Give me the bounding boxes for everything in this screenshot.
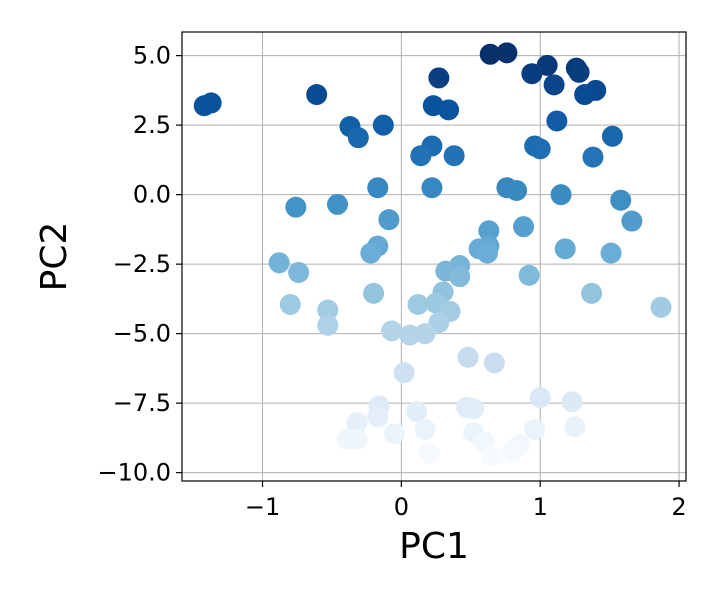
data-point [513,216,535,238]
data-point [521,63,543,85]
data-point [610,189,632,211]
data-point [479,43,501,65]
data-point [406,400,428,422]
data-point [529,387,551,409]
data-point [568,61,590,83]
y-tick-label: −2.5 [113,250,171,278]
x-tick-label: 0 [394,493,409,521]
data-point [481,445,503,467]
data-point [443,145,465,167]
data-point [410,145,432,167]
data-point [421,177,443,199]
y-tick-label: −7.5 [113,389,171,417]
data-point [546,110,568,132]
data-point [346,428,368,450]
data-point [564,416,586,438]
data-point [601,125,623,147]
data-point [550,184,572,206]
y-tick-label: −10.0 [97,459,171,487]
data-point [438,99,460,121]
data-point [543,74,565,96]
data-point [346,412,368,434]
data-point [483,352,505,374]
data-point [561,391,583,413]
data-point [582,146,604,168]
y-axis-label: PC2 [34,222,75,292]
data-point [449,266,471,288]
data-point [414,323,436,345]
data-point [383,423,405,445]
data-point [288,261,310,283]
data-point [501,439,523,461]
data-point [574,84,596,106]
data-point [360,242,382,264]
data-point [554,238,576,260]
y-tick-label: 2.5 [133,111,171,139]
data-point [414,419,436,441]
data-point [463,398,485,420]
data-point [327,193,349,215]
y-tick-label: 5.0 [133,42,171,70]
x-tick-label: −1 [245,493,280,521]
data-point [650,296,672,318]
data-point [407,293,429,315]
data-point [268,252,290,274]
plot-frame [181,31,687,482]
data-point [381,320,403,342]
data-point [496,42,518,64]
y-tick-label: −5.0 [113,320,171,348]
data-point [285,196,307,218]
data-point [621,210,643,232]
data-point [363,282,385,304]
data-point [506,179,528,201]
data-point [457,346,479,368]
y-tick-label: 0.0 [133,181,171,209]
data-point [378,209,400,231]
data-point [476,242,498,264]
axis-ticks: −1 0 1 2 5.0 2.5 0.0 −2.5 −5.0 −7.5 −10.0 [97,42,686,521]
data-point [581,282,603,304]
data-point [600,242,622,264]
data-points [193,42,672,467]
data-point [428,67,450,89]
data-point [524,419,546,441]
data-point [478,220,500,242]
data-point [306,84,328,106]
data-point [393,362,415,384]
x-tick-label: 1 [533,493,548,521]
data-point [367,177,389,199]
data-point [367,406,389,428]
data-point [317,314,339,336]
x-tick-label: 2 [671,493,686,521]
data-point [518,264,540,286]
data-point [347,127,369,149]
data-point [317,299,339,321]
data-point [529,138,551,160]
data-point [372,114,394,136]
data-point [418,442,440,464]
data-point [193,95,215,117]
data-point [399,324,421,346]
x-axis-label: PC1 [399,526,469,567]
data-point [279,293,301,315]
